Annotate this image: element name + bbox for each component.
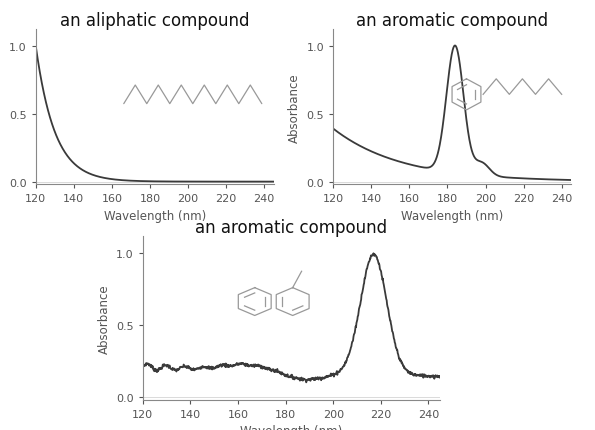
Title: an aromatic compound: an aromatic compound xyxy=(196,218,387,236)
Title: an aromatic compound: an aromatic compound xyxy=(356,12,548,30)
X-axis label: Wavelength (nm): Wavelength (nm) xyxy=(401,209,503,222)
Y-axis label: Absorbance: Absorbance xyxy=(288,73,301,142)
Y-axis label: Absorbance: Absorbance xyxy=(0,73,4,142)
X-axis label: Wavelength (nm): Wavelength (nm) xyxy=(104,209,206,222)
X-axis label: Wavelength (nm): Wavelength (nm) xyxy=(240,424,343,430)
Title: an aliphatic compound: an aliphatic compound xyxy=(60,12,249,30)
Y-axis label: Absorbance: Absorbance xyxy=(98,283,111,353)
